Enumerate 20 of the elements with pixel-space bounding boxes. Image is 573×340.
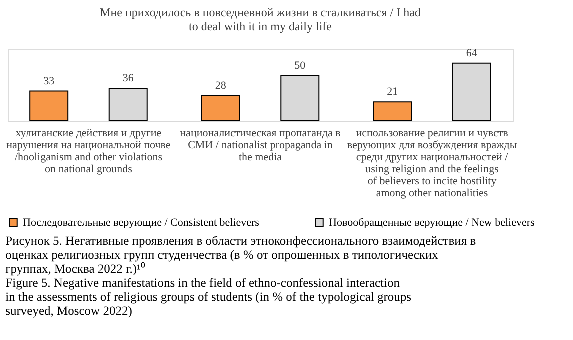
data-label: 64	[466, 47, 478, 60]
bar	[373, 102, 412, 122]
data-label: 50	[294, 60, 306, 72]
data-label: 36	[122, 72, 134, 85]
bar	[30, 90, 69, 122]
x-tick-label: националистическая пропаганда в СМИ / nationalist propaganda in the media	[180, 128, 341, 164]
legend-label: Новообращенные верующие / New believers	[329, 216, 535, 229]
x-tick-label: использование религии и чувств верующих для возбуждения вражды среди других национальностей / using religion and the feelings of believers to incite hostility among other nationalities	[347, 128, 518, 200]
bar	[201, 95, 240, 122]
bar	[108, 88, 148, 122]
caption: Figure 5. Negative manifestations in the field of ethno-confessional interaction in the assessments of religious groups of students (in % of the typological groups surveyed, Moscow 2022)	[6, 276, 412, 318]
legend-label: Последовательные верующие / Consistent believers	[23, 216, 260, 229]
bar	[280, 76, 320, 122]
data-label: 28	[215, 80, 227, 92]
text: Рисунок 5. Негативные проявления в области этноконфессионального взаимодействия в оценках религиозных групп студенчества (в % от опрошенных в типологических группах, Москва 2022 г.)¹⁰	[6, 234, 476, 276]
x-tick-label: хулиганские действия и другие нарушения на национальной почве /hooliganism and other violations on national grounds	[6, 128, 171, 176]
bar	[452, 62, 492, 122]
chart-title: Мне приходилось в повседневной жизни в сталкиваться / I had to deal with it in my daily life	[100, 5, 421, 34]
data-label: 21	[387, 86, 398, 98]
data-label: 33	[44, 75, 56, 88]
